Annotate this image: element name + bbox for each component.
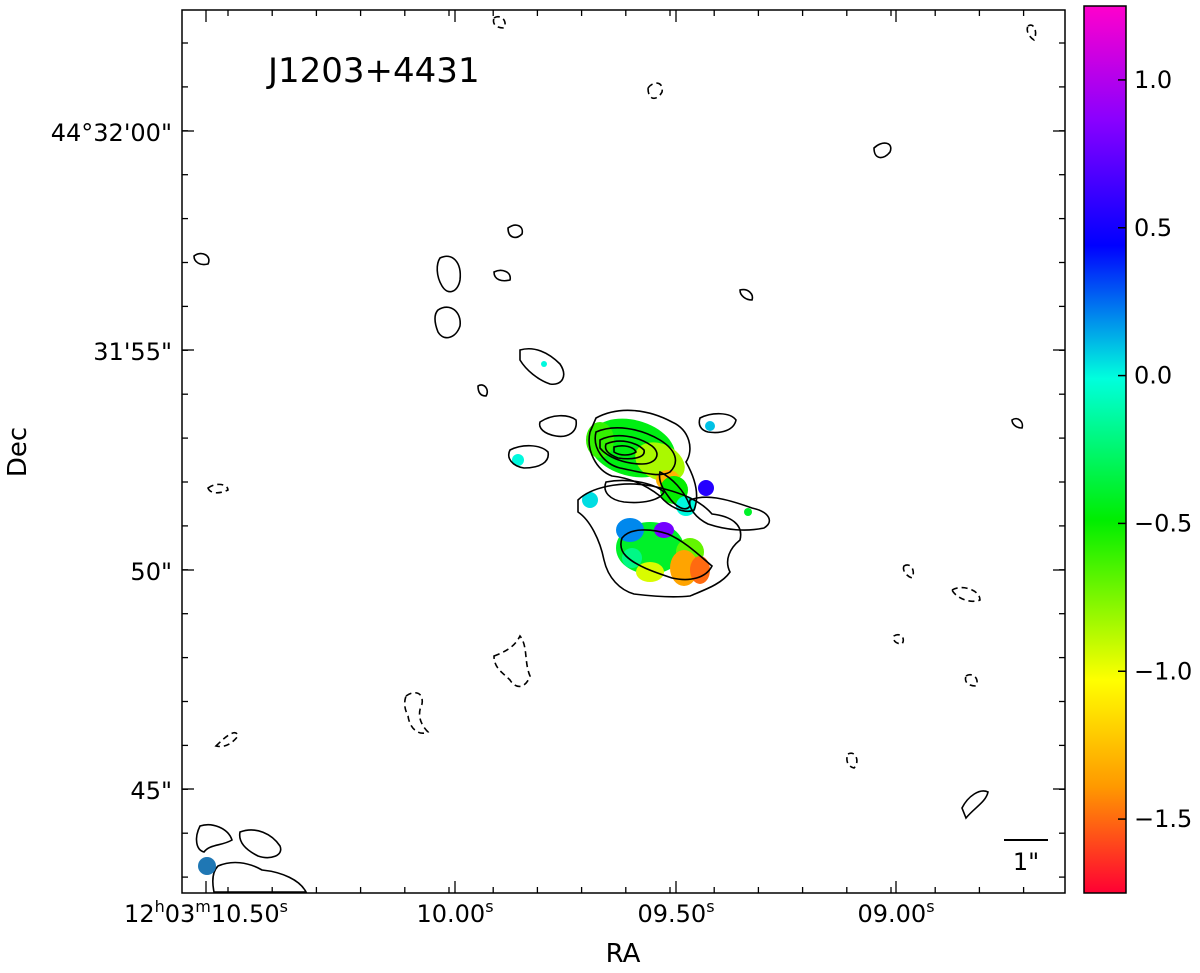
contour-blob-h: [961, 790, 989, 820]
contour-blob-m: [739, 288, 754, 301]
x-tick-label-2: 09.50s: [637, 897, 714, 928]
emission-spot-c: [541, 361, 547, 367]
emission-spot-b: [512, 454, 524, 466]
contour-south-hole: [604, 479, 665, 504]
contour-blob-l: [193, 252, 210, 266]
contour-blob-p: [477, 384, 489, 397]
emission-south-red: [670, 550, 698, 586]
contour-blob-b: [698, 412, 737, 434]
colorbar-tick-label: −1.5: [1134, 805, 1192, 833]
scale-bar-label: 1": [1013, 848, 1039, 876]
contour-blob-e: [434, 306, 461, 339]
colorbar-tick-label: 0.0: [1134, 362, 1172, 390]
contour-blob-n: [493, 269, 512, 282]
y-tick-label-2: 50": [130, 558, 172, 586]
contour-north-5: [613, 445, 637, 456]
x-axis-label: RA: [606, 939, 641, 969]
colorbar-tick-label: −1.0: [1134, 657, 1192, 685]
contour-neg-i: [902, 564, 915, 579]
contour-neg-c: [207, 483, 229, 494]
contour-blob-f: [507, 224, 524, 239]
contour-blob-c: [519, 348, 565, 386]
colorbar-tick-label: −0.5: [1134, 509, 1192, 537]
contour-blob-k: [212, 861, 308, 893]
contour-neg-f: [214, 731, 239, 748]
contour-north-4: [604, 440, 645, 460]
contour-north-jet: [658, 470, 691, 510]
contour-neg-e: [403, 691, 430, 734]
beam-marker: [198, 857, 216, 875]
contour-west-blob: [508, 444, 549, 469]
contour-neg-g: [846, 752, 858, 769]
contour-south-inner: [620, 529, 713, 581]
x-tick-label-0: 12h03m10.50s: [124, 897, 288, 928]
colorbar: [1083, 5, 1127, 894]
contour-neg-h: [1026, 24, 1037, 42]
y-tick-label-0: 44°32'00": [51, 119, 172, 147]
emission-spot-a: [705, 421, 715, 431]
contour-neg-a: [493, 634, 531, 688]
colorbar-tick-label: 0.5: [1134, 214, 1172, 242]
emission-south-teal: [622, 548, 642, 568]
contour-north-outer: [588, 409, 698, 512]
contour-neg-k: [892, 633, 905, 645]
contour-blob-g: [873, 142, 892, 159]
plot-frame: [181, 9, 1066, 894]
emission-small-west: [582, 492, 598, 508]
contour-neg-j: [964, 673, 978, 687]
contour-south-outer: [577, 483, 742, 598]
contour-blob-d: [436, 255, 462, 293]
contour-neg-d: [950, 586, 981, 603]
emission-blue-knot: [698, 480, 714, 496]
emission-spot-d: [744, 508, 752, 516]
contour-east-blob: [688, 496, 771, 531]
y-tick-label-1: 31'55": [93, 338, 172, 366]
contour-blob-i: [195, 824, 233, 853]
contour-blob-a: [538, 414, 578, 438]
emission-jet: [660, 476, 688, 504]
chart-title: J1203+4431: [266, 51, 480, 91]
contour-layer: [193, 15, 1037, 893]
spectral-index-map: [512, 361, 752, 586]
emission-south-red2: [690, 556, 710, 584]
contour-north-3: [599, 434, 658, 465]
colorbar-tick-label: 1.0: [1134, 66, 1172, 94]
colorbar-ticks: 1.0 0.5 0.0 −0.5 −1.0 −1.5: [1118, 66, 1192, 833]
x-tick-label-3: 09.00s: [857, 897, 934, 928]
contour-neg-b: [647, 82, 664, 100]
contour-north-2: [594, 427, 677, 476]
contour-neg-l: [492, 15, 506, 29]
x-tick-label-1: 10.00s: [416, 897, 493, 928]
y-tick-label-3: 45": [130, 777, 172, 805]
tick-marks: [182, 10, 1065, 893]
contour-blob-j: [238, 829, 282, 859]
y-axis-label: Dec: [3, 427, 33, 477]
contour-blob-o: [1011, 417, 1024, 429]
